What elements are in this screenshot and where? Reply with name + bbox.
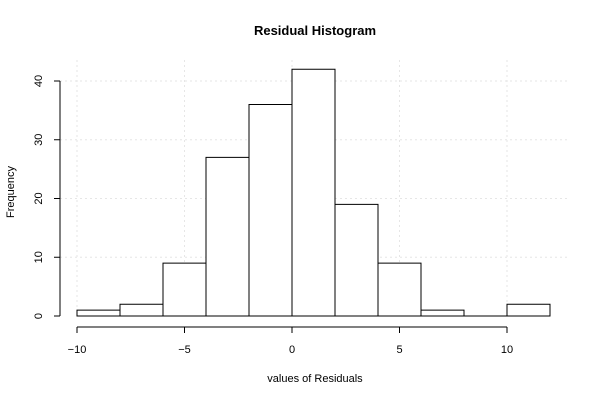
histogram-bar — [119, 303, 164, 317]
x-tick-label: 10 — [501, 344, 513, 356]
histogram-bar — [291, 68, 336, 317]
y-tick-label: 10 — [33, 251, 45, 263]
histogram-bar — [334, 203, 379, 317]
histogram-bar — [377, 262, 422, 317]
histogram-bar — [420, 309, 465, 317]
y-axis-label: Frequency — [5, 166, 17, 218]
x-tick-label: −10 — [68, 344, 87, 356]
y-tick-label: 30 — [33, 134, 45, 146]
x-tick-label: −5 — [178, 344, 191, 356]
y-tick-label: 40 — [33, 75, 45, 87]
axes-layer: −10 −5 0 5 10 0 10 20 30 40 — [33, 75, 513, 356]
chart-title: Residual Histogram — [254, 23, 376, 38]
histogram-bar — [506, 303, 551, 317]
y-tick-label: 20 — [33, 192, 45, 204]
histogram-bar — [248, 104, 293, 317]
histogram-bar — [162, 262, 207, 317]
histogram-bar — [205, 156, 250, 317]
y-tick-label: 0 — [33, 313, 45, 319]
x-axis-label: values of Residuals — [267, 373, 363, 385]
x-tick-label: 0 — [289, 344, 295, 356]
histogram-bar — [76, 309, 121, 317]
bars-layer — [76, 68, 551, 317]
x-tick-label: 5 — [396, 344, 402, 356]
